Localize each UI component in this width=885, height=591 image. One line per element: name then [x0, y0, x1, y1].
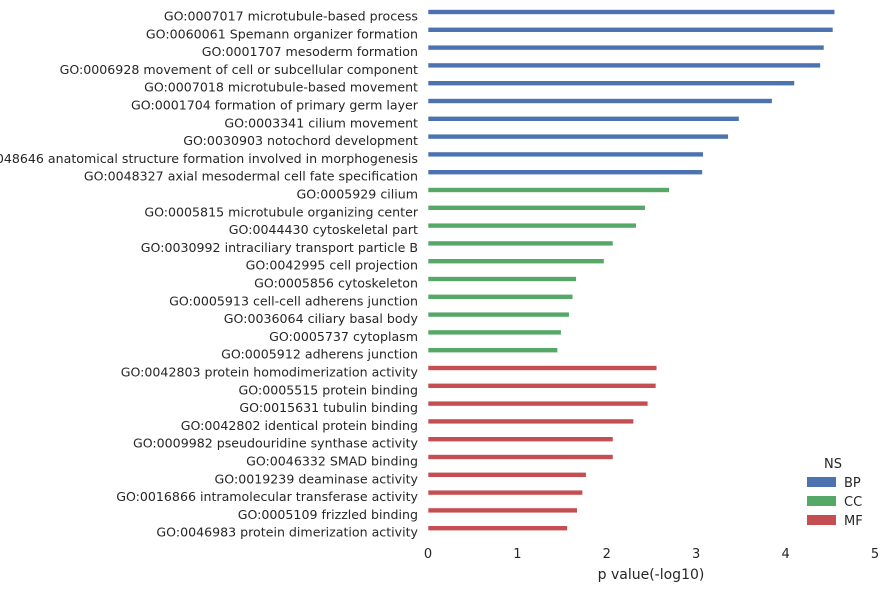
category-label: GO:0005856 cytoskeleton — [254, 276, 418, 291]
legend-label-bp: BP — [844, 476, 861, 491]
x-tick-labels: 0 1 2 3 4 5 — [424, 547, 879, 562]
x-tick-label: 1 — [513, 547, 521, 562]
bar-cc — [427, 276, 577, 282]
bar-bp — [427, 44, 825, 51]
bar-mf — [427, 382, 657, 389]
category-labels: GO:0007017 microtubule-based process GO:0… — [0, 9, 419, 540]
category-label: GO:0001707 mesoderm formation — [202, 44, 418, 59]
bar-mf — [427, 471, 587, 478]
legend-entries: BP CC MF — [807, 476, 863, 529]
category-label: GO:0016866 intramolecular transferase ac… — [116, 489, 418, 504]
bar-cc — [427, 205, 646, 211]
category-label: GO:0005815 microtubule organizing center — [144, 204, 419, 219]
bar-bp — [427, 26, 834, 33]
category-label: GO:0030903 notochord development — [183, 133, 418, 148]
category-label: GO:0005515 protein binding — [239, 382, 419, 397]
bar-cc — [427, 187, 670, 193]
bar-bp — [427, 62, 821, 69]
bar-mf — [427, 454, 614, 460]
bar-bp — [427, 9, 836, 15]
category-label: GO:0005737 cytoplasm — [269, 329, 418, 344]
bars-layer — [427, 9, 836, 532]
category-label: GO:0042803 protein homodimerization acti… — [121, 365, 419, 380]
legend-label-cc: CC — [844, 495, 862, 510]
category-label: GO:0005929 cilium — [297, 187, 418, 202]
category-label: GO:0005109 frizzled binding — [238, 507, 418, 522]
bar-bp — [427, 169, 703, 175]
x-tick-label: 4 — [781, 547, 789, 562]
legend-swatch-cc — [807, 496, 836, 506]
category-label: GO:0001704 formation of primary germ lay… — [131, 98, 419, 113]
bar-cc — [427, 293, 574, 300]
bar-bp — [427, 133, 729, 140]
category-label: GO:0042995 cell projection — [246, 258, 418, 273]
bar-mf — [427, 365, 658, 371]
bar-bp — [427, 98, 773, 104]
bar-cc — [427, 222, 637, 229]
bar-bp — [427, 151, 704, 158]
category-label: GO:0015631 tubulin binding — [239, 400, 418, 415]
x-tick-label: 3 — [692, 547, 700, 562]
category-label: GO:0046983 protein dimerization activity — [156, 525, 418, 540]
bar-cc — [427, 240, 614, 247]
bar-mf — [427, 489, 583, 496]
category-label: GO:0036064 ciliary basal body — [224, 311, 419, 326]
bar-mf — [427, 507, 578, 514]
bar-bp — [427, 80, 795, 86]
category-label: GO:0005913 cell-cell adherens junction — [169, 293, 418, 308]
bar-cc — [427, 347, 558, 354]
bar-mf — [427, 436, 614, 443]
bar-mf — [427, 418, 634, 425]
category-label: GO:0009982 pseudouridine synthase activi… — [133, 436, 419, 451]
category-label: GO:0048646 anatomical structure formatio… — [0, 151, 418, 166]
bar-mf — [427, 400, 649, 407]
category-label: GO:0044430 cytoskeletal part — [229, 222, 418, 237]
legend-title: NS — [824, 457, 842, 472]
legend-swatch-bp — [807, 477, 836, 487]
bar-cc — [427, 258, 605, 265]
bar-bp — [427, 116, 740, 122]
legend-label-mf: MF — [844, 514, 863, 529]
legend-swatch-mf — [807, 515, 836, 525]
x-axis-label: p value(-log10) — [598, 567, 705, 583]
x-tick-label: 0 — [424, 547, 432, 562]
category-label: GO:0048327 axial mesodermal cell fate sp… — [84, 169, 418, 184]
category-label: GO:0046332 SMAD binding — [246, 454, 418, 469]
category-label: GO:0042802 identical protein binding — [181, 418, 418, 433]
category-label: GO:0060061 Spemann organizer formation — [146, 26, 418, 41]
category-label: GO:0003341 cilium movement — [224, 115, 418, 130]
category-label: GO:0007018 microtubule-based movement — [144, 80, 418, 95]
x-tick-label: 5 — [871, 547, 879, 562]
bar-cc — [427, 329, 562, 336]
category-label: GO:0030992 intraciliary transport partic… — [141, 240, 418, 255]
x-tick-label: 2 — [603, 547, 611, 562]
legend: NS BP CC MF — [807, 457, 863, 529]
category-label: GO:0005912 adherens junction — [221, 347, 418, 362]
category-label: GO:0019239 deaminase activity — [215, 471, 419, 486]
bar-cc — [427, 311, 570, 318]
category-label: GO:0007017 microtubule-based process — [164, 9, 418, 24]
bar-mf — [427, 525, 568, 532]
category-label: GO:0006928 movement of cell or subcellul… — [60, 62, 418, 77]
